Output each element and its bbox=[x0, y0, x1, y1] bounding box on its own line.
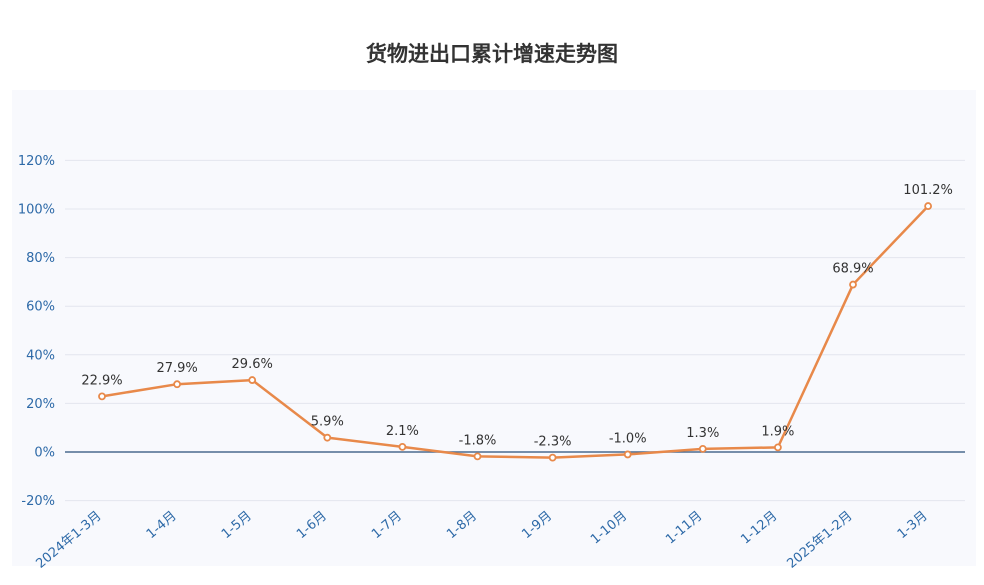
data-point[interactable] bbox=[323, 433, 332, 442]
data-point[interactable] bbox=[473, 452, 482, 461]
series-line bbox=[101, 205, 930, 459]
data-point[interactable] bbox=[924, 202, 932, 210]
data-point[interactable] bbox=[398, 442, 407, 451]
y-tick-label: 120% bbox=[18, 154, 55, 169]
x-tick-label: 1-12月 bbox=[738, 509, 780, 548]
chart-title: 货物进出口累计增速走势图 bbox=[366, 42, 618, 66]
y-tick-label: 40% bbox=[26, 348, 55, 363]
data-label: -1.8% bbox=[459, 433, 497, 448]
data-label: 68.9% bbox=[832, 262, 873, 277]
x-tick-label: 1-11月 bbox=[663, 509, 705, 548]
data-point[interactable] bbox=[248, 376, 257, 384]
x-tick-label: 1-8月 bbox=[444, 509, 480, 542]
data-label: 22.9% bbox=[81, 373, 122, 388]
data-label: 27.9% bbox=[156, 361, 197, 376]
data-label: 1.9% bbox=[761, 424, 794, 439]
data-point[interactable] bbox=[548, 453, 557, 462]
y-tick-label: -20% bbox=[21, 494, 55, 509]
data-point[interactable] bbox=[98, 392, 106, 401]
x-tick-label: 1-10月 bbox=[588, 509, 630, 548]
x-tick-label: 2025年1-2月 bbox=[784, 509, 855, 572]
data-label: 5.9% bbox=[311, 415, 344, 430]
series-layer bbox=[98, 202, 932, 462]
data-point[interactable] bbox=[774, 443, 782, 452]
data-point[interactable] bbox=[849, 280, 857, 289]
data-point[interactable] bbox=[623, 450, 632, 459]
x-tick-label: 1-3月 bbox=[895, 509, 931, 542]
data-point[interactable] bbox=[698, 444, 707, 453]
data-label: 2.1% bbox=[386, 424, 419, 439]
x-tick-label: 1-7月 bbox=[369, 509, 405, 542]
y-tick-label: 60% bbox=[26, 300, 55, 315]
x-tick-label: 1-5月 bbox=[219, 509, 255, 542]
x-tick-label: 1-6月 bbox=[294, 509, 330, 542]
data-labels: 22.9% 27.9% 29.6% 5.9% 2.1% -1.8% -2.3% -1.0% 1.… bbox=[81, 183, 953, 450]
data-label: -1.0% bbox=[609, 431, 647, 446]
grid-layer bbox=[65, 159, 965, 502]
data-label: 29.6% bbox=[232, 357, 273, 372]
x-tick-label: 2024年1-3月 bbox=[33, 509, 104, 572]
chart-panel bbox=[12, 90, 976, 566]
y-tick-label: 100% bbox=[18, 203, 55, 218]
y-tick-label: 20% bbox=[26, 397, 55, 412]
y-axis-ticks: -20% 0% 20% 40% 60% 80% 100% 120% bbox=[18, 154, 55, 509]
data-label: -2.3% bbox=[534, 435, 572, 450]
y-tick-label: 0% bbox=[34, 446, 55, 461]
y-tick-label: 80% bbox=[26, 251, 55, 266]
data-point[interactable] bbox=[173, 380, 182, 389]
data-label: 1.3% bbox=[686, 426, 719, 441]
x-tick-label: 1-9月 bbox=[519, 509, 555, 542]
x-tick-label: 1-4月 bbox=[144, 509, 180, 542]
data-label: 101.2% bbox=[903, 183, 953, 198]
x-axis-ticks: 2024年1-3月 1-4月 1-5月 1-6月 1-7月 1-8月 1-9月 1-10月 1-… bbox=[33, 509, 930, 572]
